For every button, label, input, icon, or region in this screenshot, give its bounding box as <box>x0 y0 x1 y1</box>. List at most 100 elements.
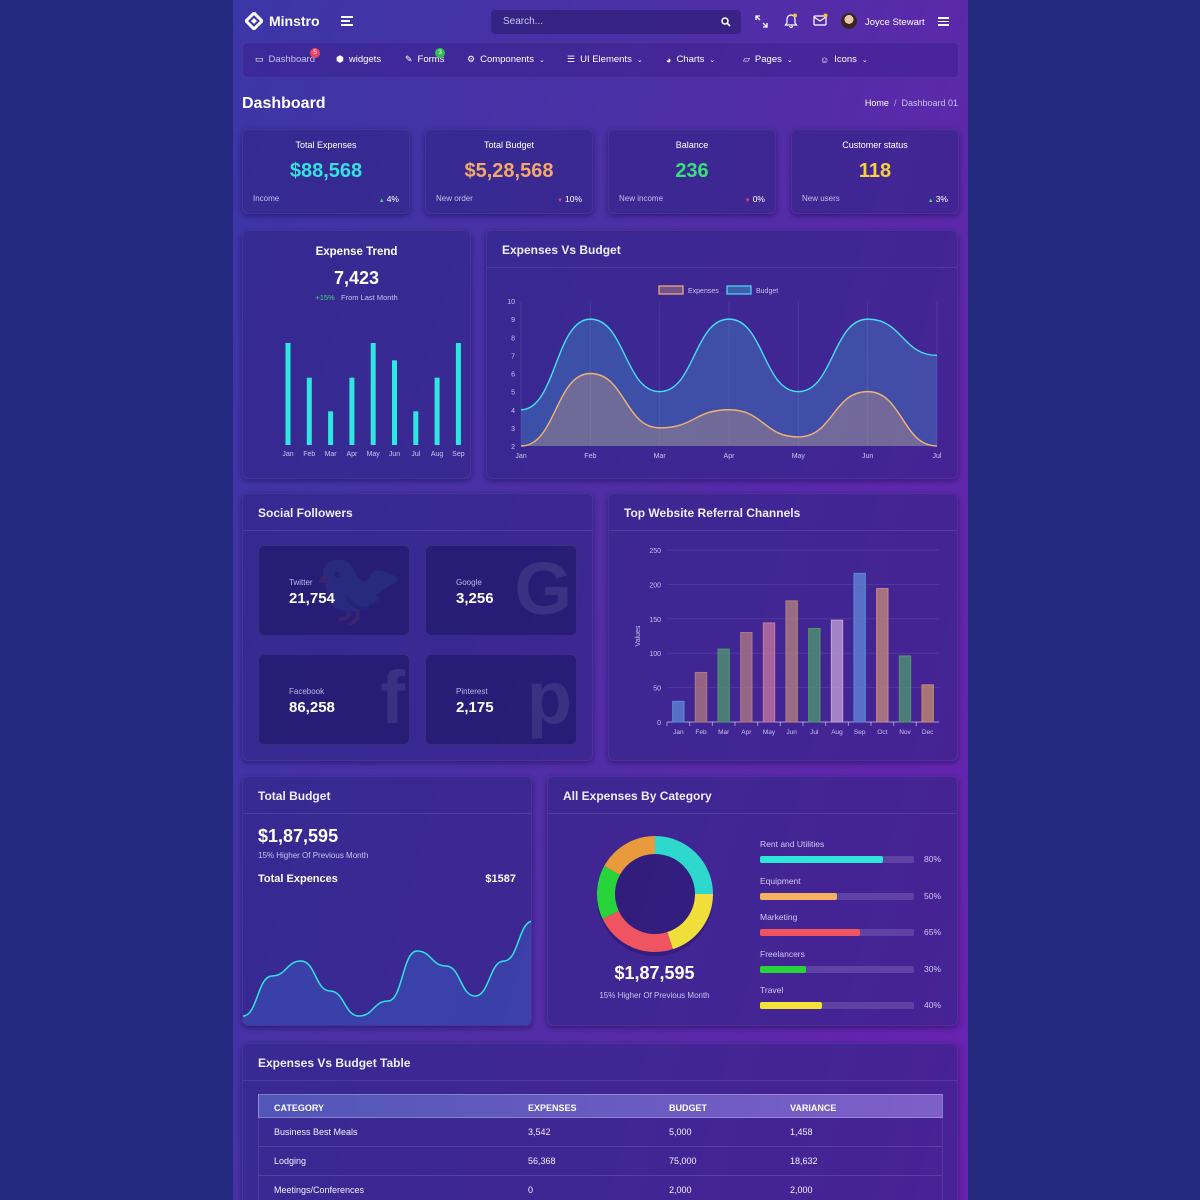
brand-logo[interactable]: Minstro <box>245 12 320 30</box>
trend-bar <box>413 411 419 445</box>
expense-trend-value: 7,423 <box>333 268 380 288</box>
search-icon[interactable] <box>721 17 731 27</box>
search-input[interactable]: Search... <box>491 10 741 34</box>
category-label: Marketing <box>760 912 798 922</box>
page-title: Dashboard <box>242 95 326 112</box>
category-pct: 40% <box>924 1000 942 1010</box>
table-header-cell[interactable]: BUDGET <box>669 1103 707 1113</box>
card-divider <box>243 813 531 814</box>
legend-swatch <box>726 285 752 295</box>
trend-bar <box>434 377 440 445</box>
stat-footer: New order <box>436 194 473 203</box>
bell-icon[interactable] <box>784 13 798 28</box>
x-tick-label: Apr <box>741 729 752 736</box>
nav-item-pages[interactable]: ▱ Pages ⌄ <box>743 54 793 65</box>
category-label: Travel <box>760 985 784 995</box>
nav-item-charts[interactable]: ◕ Charts ⌄ <box>666 54 715 65</box>
fullscreen-icon[interactable] <box>755 15 768 28</box>
table-row[interactable]: Business Best Meals 3,542 5,000 1,458 <box>258 1118 943 1147</box>
total-budget-sparkline <box>243 920 531 1025</box>
donut-slice <box>602 910 673 952</box>
social-name: Pinterest <box>456 687 488 696</box>
expenses-category-value: $1,87,595 <box>614 963 695 983</box>
card-divider <box>548 813 957 814</box>
nav-badge: 3 <box>435 48 445 58</box>
trend-bar <box>392 360 397 445</box>
stat-change: ▲ 3% <box>928 194 948 204</box>
nav-item-forms[interactable]: ✎ Forms 3 <box>405 48 445 65</box>
y-tick-label: 150 <box>649 617 661 624</box>
main-nav: ▭ Dashboard 5 ⬢ widgets ✎ Forms 3 ⚙ Components ⌄ ☰ U… <box>242 42 959 78</box>
social-card-pinterest[interactable]: p Pinterest 2,175 <box>425 654 577 745</box>
social-name: Twitter <box>289 578 313 587</box>
avatar[interactable] <box>841 13 857 29</box>
nav-item-dashboard[interactable]: ▭ Dashboard 5 <box>255 48 320 65</box>
x-tick-label: Feb <box>695 729 707 736</box>
nav-item-icons[interactable]: ☺ Icons ⌄ <box>820 54 868 65</box>
stat-label: Total Budget <box>483 140 535 150</box>
social-card-twitter[interactable]: 🐦 Twitter 21,754 <box>258 545 410 636</box>
referral-bar <box>921 684 934 723</box>
breadcrumb-home[interactable]: Home <box>864 98 889 108</box>
x-tick-label: May <box>792 453 806 460</box>
stat-card: Balance 236 New income ▼ 0% <box>608 129 776 214</box>
search-placeholder: Search... <box>503 16 544 27</box>
social-card-google[interactable]: G Google 3,256 <box>425 545 577 636</box>
y-tick-label: 2 <box>511 444 515 451</box>
referral-bar <box>785 600 798 723</box>
social-count: 21,754 <box>289 590 335 607</box>
trend-tick-label: Aug <box>431 451 444 458</box>
arrow-down-icon: ▼ <box>557 198 563 204</box>
arrow-up-icon: ▲ <box>927 198 934 204</box>
table-title: Expenses Vs Budget Table <box>258 1056 411 1070</box>
nav-item-widgets[interactable]: ⬢ widgets <box>336 54 381 65</box>
category-pct: 50% <box>924 890 942 901</box>
table-row[interactable]: Lodging 56,368 75,000 18,632 <box>258 1147 943 1176</box>
x-tick-label: Jan <box>515 453 526 460</box>
edit-icon: ✎ <box>405 54 413 64</box>
stat-value: 118 <box>858 160 892 182</box>
trend-tick-label: Jan <box>282 451 293 458</box>
facebook-icon: f <box>380 656 405 739</box>
category-label: Equipment <box>760 875 801 886</box>
social-count: 86,258 <box>289 699 335 716</box>
stat-footer: Income <box>253 194 280 203</box>
arrow-down-icon: ▼ <box>744 198 751 204</box>
pinterest-icon: p <box>526 656 572 739</box>
card-divider <box>487 267 957 268</box>
donut-slice <box>654 836 713 895</box>
social-count: 3,256 <box>456 590 494 607</box>
total-expences-label: Total Expences <box>258 873 338 885</box>
stat-card: Total Budget $5,28,568 New order ▼ 10% <box>425 129 593 214</box>
table-header-cell[interactable]: CATEGORY <box>274 1103 325 1113</box>
x-tick-label: Aug <box>831 729 843 736</box>
x-tick-label: Jul <box>810 729 819 736</box>
trend-tick-label: Sep <box>452 451 465 458</box>
referral-bar <box>717 648 730 723</box>
table-row[interactable]: Meetings/Conferences 0 2,000 2,000 <box>258 1176 943 1200</box>
x-tick-label: Oct <box>877 729 887 736</box>
referral-bar <box>740 632 753 723</box>
nav-label: Icons <box>834 54 857 65</box>
referral-bar <box>762 622 776 723</box>
mail-icon[interactable] <box>813 13 828 27</box>
table-cell: 2,000 <box>669 1185 692 1195</box>
table-header-cell[interactable]: EXPENSES <box>528 1103 577 1113</box>
referral-bar <box>672 700 685 723</box>
y-tick-label: 8 <box>511 335 515 342</box>
x-tick-label: Sep <box>854 729 866 736</box>
y-tick-label: 100 <box>649 651 661 658</box>
expenses-by-category-title: All Expenses By Category <box>563 789 712 803</box>
category-progress-fill <box>760 892 837 900</box>
social-name: Facebook <box>289 687 325 696</box>
stat-card: Customer status 118 New users ▲ 3% <box>791 129 959 214</box>
social-card-facebook[interactable]: f Facebook 86,258 <box>258 654 410 745</box>
table-header-cell[interactable]: VARIANCE <box>790 1103 837 1113</box>
nav-item-components[interactable]: ⚙ Components ⌄ <box>467 54 545 65</box>
settings-menu-icon[interactable] <box>938 17 949 26</box>
stat-change-pct: 3% <box>935 194 948 204</box>
user-name[interactable]: Joyce Stewart <box>865 17 925 28</box>
nav-item-ui-elements[interactable]: ☰ UI Elements ⌄ <box>567 54 643 65</box>
menu-toggle-icon[interactable] <box>341 16 353 26</box>
category-progress <box>760 892 914 900</box>
